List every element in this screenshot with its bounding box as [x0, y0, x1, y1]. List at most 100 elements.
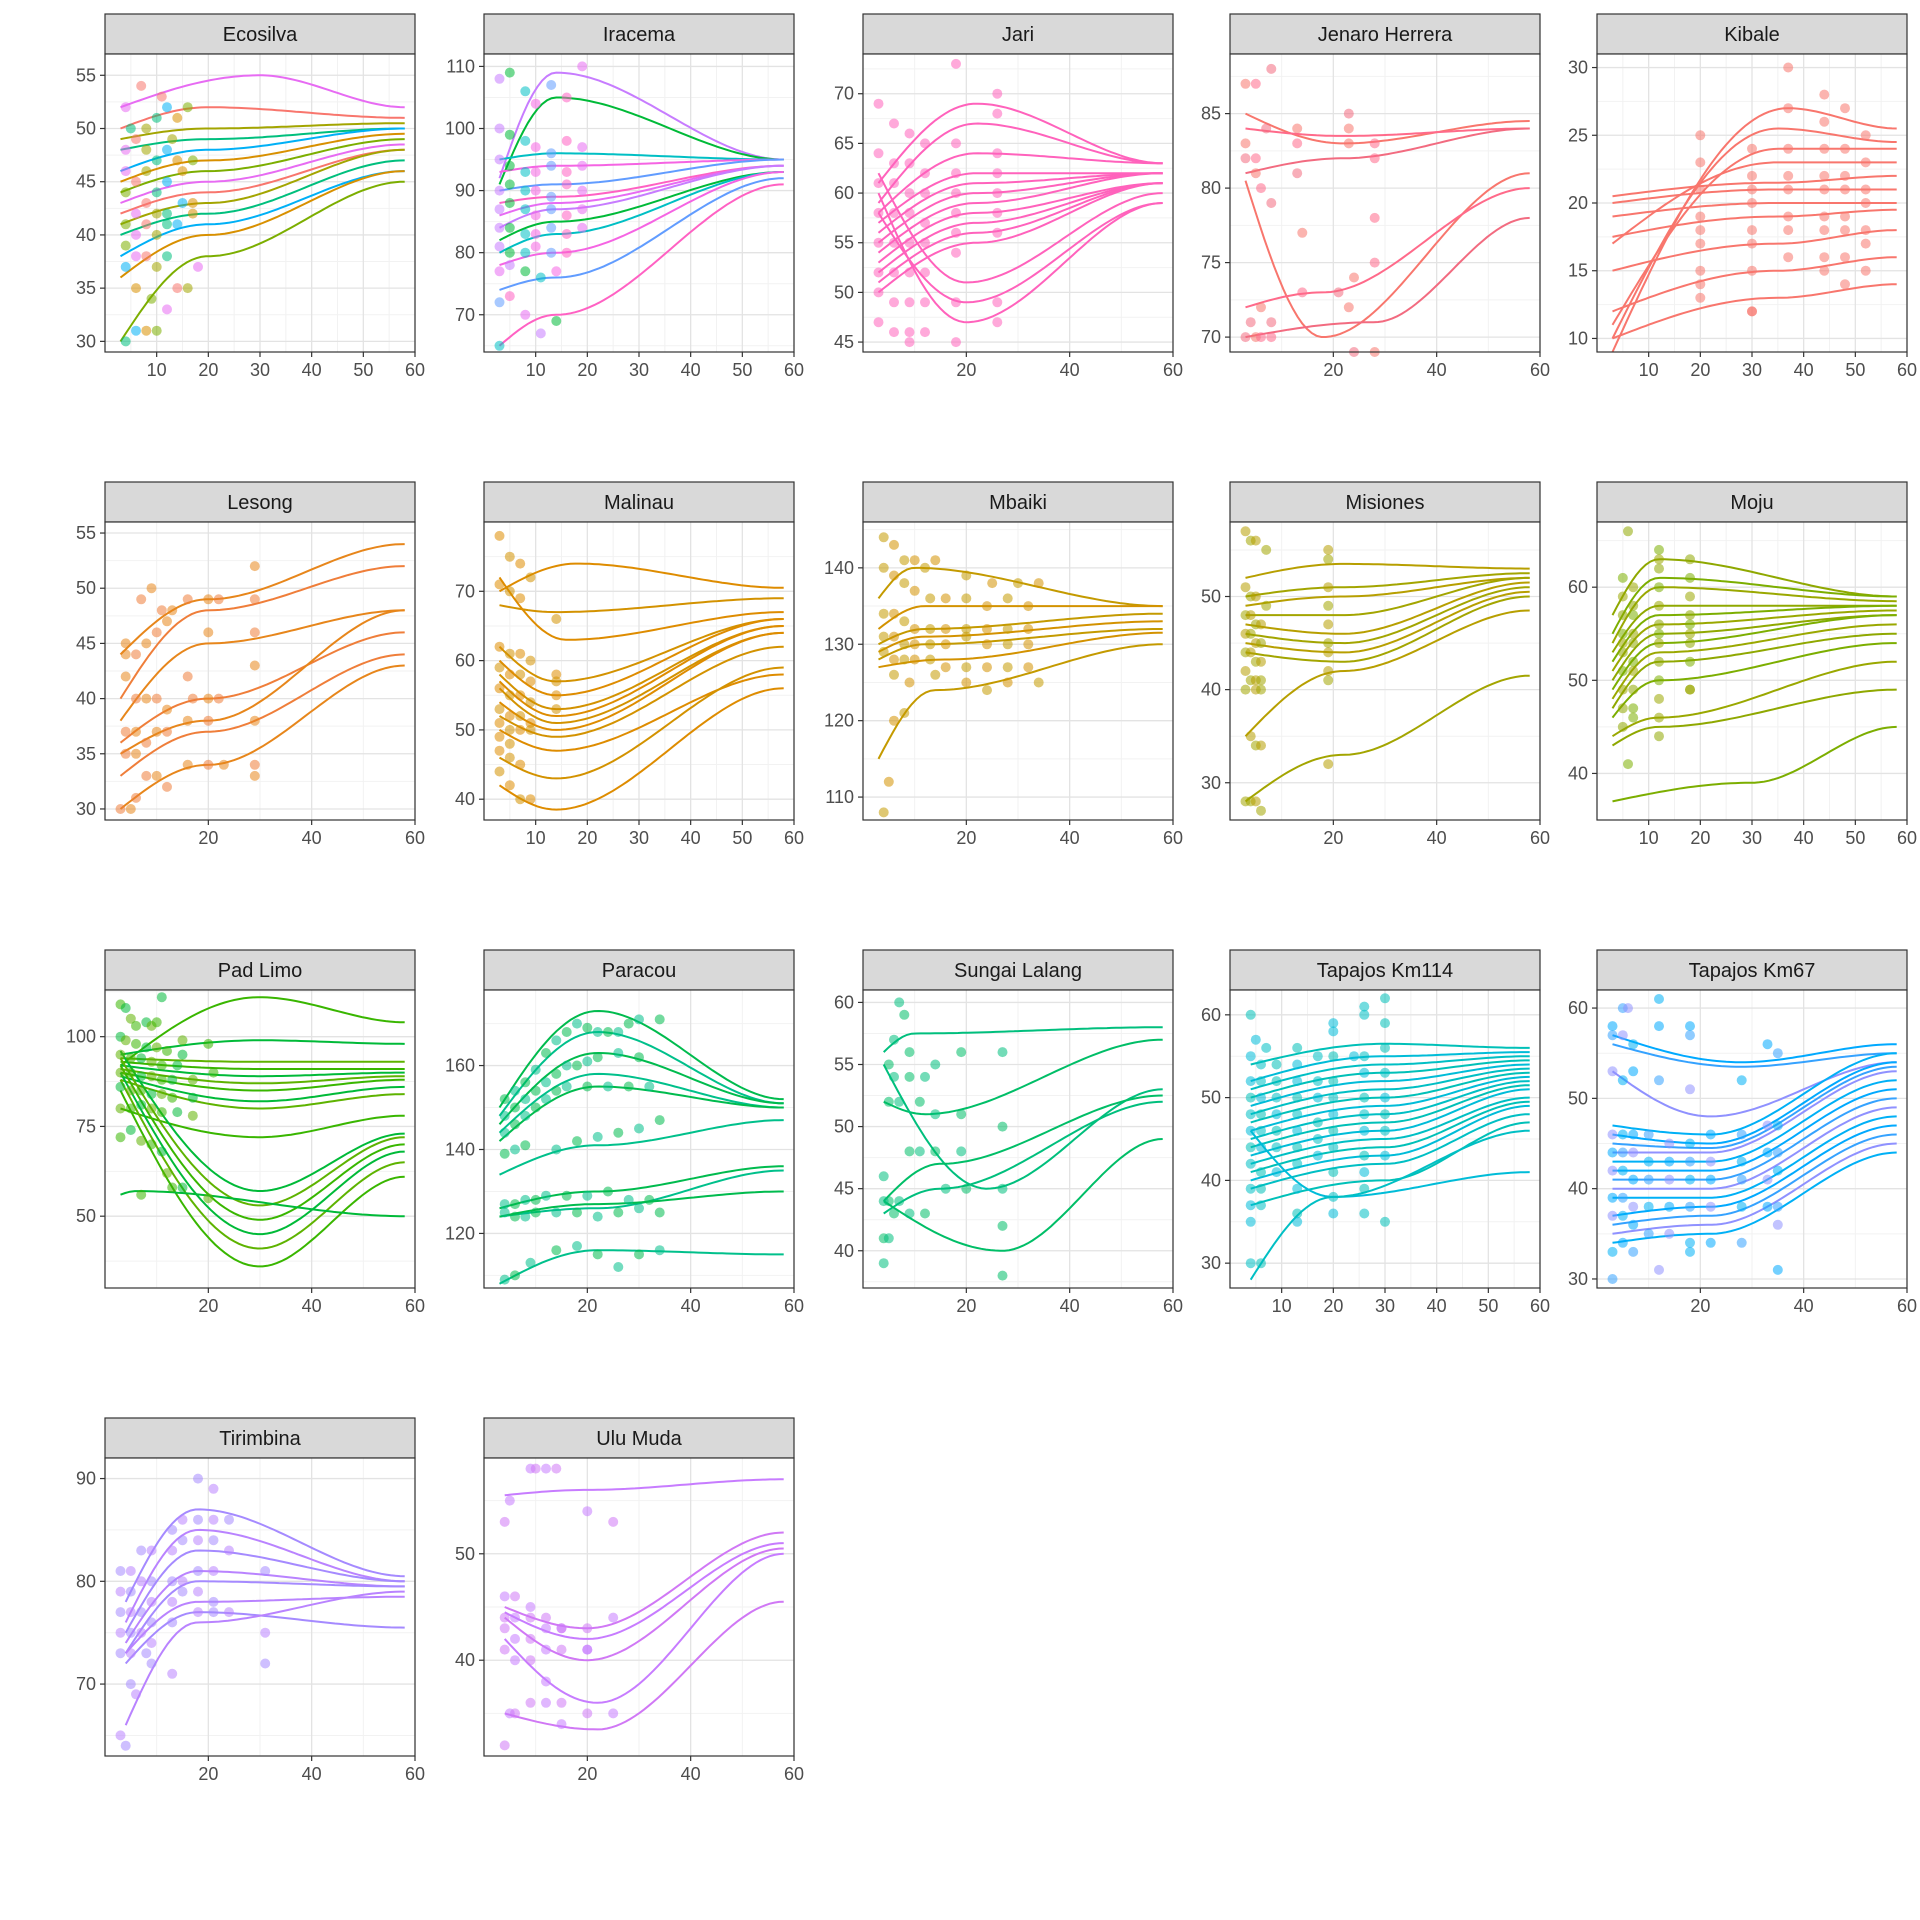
fitted-curve	[1245, 216, 1530, 339]
data-point	[218, 759, 229, 770]
fitted-curve	[1245, 562, 1530, 579]
data-point	[131, 1038, 141, 1049]
data-point	[920, 327, 930, 338]
data-point	[120, 219, 131, 230]
data-point	[1312, 1150, 1323, 1161]
data-point	[125, 1648, 136, 1659]
data-point	[1736, 1156, 1747, 1167]
x-tick-label: 40	[1794, 360, 1814, 380]
data-point	[1840, 184, 1850, 195]
fitted-curve	[877, 192, 1163, 324]
data-point	[146, 1071, 157, 1082]
data-point	[561, 1027, 572, 1037]
fitted-curve	[119, 1064, 405, 1221]
data-point	[603, 1186, 613, 1197]
y-tick-label: 140	[445, 1139, 475, 1159]
data-point	[541, 1077, 551, 1088]
data-point	[146, 1056, 157, 1067]
data-point	[1840, 170, 1850, 181]
data-point	[1292, 1158, 1303, 1169]
data-point	[494, 185, 505, 196]
data-point	[1240, 684, 1251, 695]
data-point	[883, 776, 894, 787]
data-point	[187, 155, 198, 166]
data-point	[182, 283, 193, 294]
data-point	[249, 759, 260, 770]
data-point	[561, 1081, 572, 1092]
data-point	[1783, 184, 1794, 195]
x-tick-label: 20	[1690, 360, 1710, 380]
data-point	[504, 738, 515, 749]
data-point	[510, 1102, 520, 1113]
fitted-curve	[1244, 172, 1530, 338]
data-point	[1312, 1051, 1323, 1062]
y-tick-label: 90	[76, 1469, 96, 1489]
data-point	[193, 1566, 203, 1576]
y-tick-label: 80	[1201, 178, 1221, 198]
data-point	[494, 123, 505, 134]
data-point	[146, 1103, 157, 1114]
data-point	[141, 1042, 152, 1053]
fitted-curve	[1245, 187, 1530, 309]
data-point	[125, 123, 136, 134]
y-tick-label: 50	[1201, 1088, 1221, 1108]
data-point	[904, 297, 915, 308]
data-point	[909, 654, 920, 665]
data-point	[909, 585, 920, 596]
data-point	[203, 627, 214, 638]
data-point	[525, 794, 536, 805]
data-point	[1654, 563, 1664, 574]
fitted-curve	[877, 182, 1163, 284]
panel-misiones: Misiones 30 40 50 20 40 60	[1201, 481, 1550, 848]
data-point	[510, 1655, 520, 1666]
data-point	[494, 222, 505, 233]
fitted-curve	[120, 122, 405, 141]
x-tick-label: 60	[405, 360, 425, 380]
data-point	[541, 1190, 551, 1201]
data-point	[494, 718, 505, 728]
data-point	[131, 251, 141, 262]
y-tick-label: 30	[76, 799, 96, 819]
strip-label: Jenaro Herrera	[1318, 24, 1453, 46]
data-point	[530, 167, 541, 177]
x-tick-label: 10	[526, 360, 546, 380]
data-point	[541, 1463, 551, 1474]
data-point	[551, 316, 562, 326]
data-point	[494, 579, 505, 590]
data-point	[203, 1038, 214, 1049]
fitted-curve	[877, 605, 1163, 630]
data-point	[551, 690, 562, 701]
y-tick-label: 40	[1568, 763, 1588, 783]
data-point	[1359, 1009, 1370, 1020]
data-point	[961, 570, 972, 581]
data-point	[1245, 1009, 1256, 1020]
data-point	[151, 112, 162, 123]
data-point	[1256, 183, 1266, 194]
y-tick-label: 40	[455, 1650, 475, 1670]
data-point	[208, 1483, 219, 1494]
data-point	[125, 804, 136, 814]
data-point	[914, 1146, 925, 1157]
data-point	[504, 586, 515, 597]
x-tick-label: 60	[405, 1296, 425, 1316]
fitted-curve	[1250, 1113, 1530, 1190]
data-point	[894, 1096, 905, 1107]
data-point	[162, 1168, 172, 1179]
data-point	[1607, 1030, 1618, 1041]
data-point	[156, 1089, 167, 1100]
y-tick-label: 45	[76, 172, 96, 192]
fitted-curve	[883, 1038, 1163, 1116]
y-tick-label: 25	[1568, 125, 1588, 145]
data-point	[992, 317, 1003, 328]
fitted-curve	[120, 1078, 405, 1110]
fitted-curve	[120, 1060, 405, 1070]
y-tick-label: 50	[1568, 1088, 1588, 1108]
y-tick-label: 120	[824, 711, 854, 731]
x-tick-label: 40	[1060, 1296, 1080, 1316]
data-point	[1654, 1264, 1664, 1275]
fitted-curve	[504, 1478, 784, 1497]
data-point	[1292, 1183, 1303, 1194]
data-point	[1654, 582, 1664, 593]
data-point	[1312, 1076, 1323, 1087]
data-point	[1292, 1092, 1303, 1103]
